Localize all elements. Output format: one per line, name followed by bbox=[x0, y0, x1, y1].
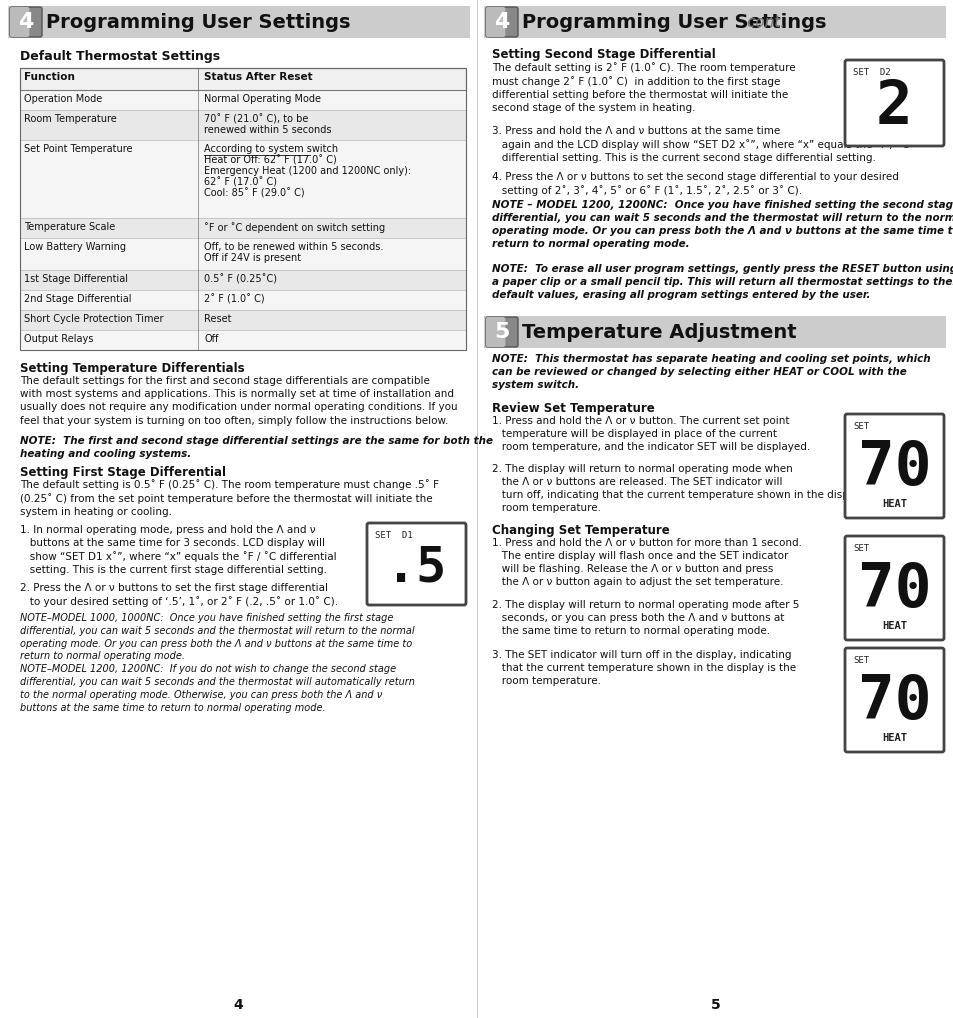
FancyBboxPatch shape bbox=[485, 7, 517, 37]
FancyBboxPatch shape bbox=[485, 317, 517, 347]
FancyBboxPatch shape bbox=[10, 7, 30, 37]
Text: Programming User Settings: Programming User Settings bbox=[521, 12, 825, 32]
Text: Setting Temperature Differentials: Setting Temperature Differentials bbox=[20, 362, 244, 375]
Text: 2. The display will return to normal operating mode after 5
   seconds, or you c: 2. The display will return to normal ope… bbox=[492, 600, 799, 636]
Text: 3. Press and hold the Λ and ν buttons at the same time
   again and the LCD disp: 3. Press and hold the Λ and ν buttons at… bbox=[492, 126, 908, 163]
Text: 3. The SET indicator will turn off in the display, indicating
   that the curren: 3. The SET indicator will turn off in th… bbox=[492, 651, 796, 686]
Text: The default settings for the first and second stage differentials are compatible: The default settings for the first and s… bbox=[20, 376, 457, 426]
Text: 1. Press and hold the Λ or ν button for more than 1 second.
   The entire displa: 1. Press and hold the Λ or ν button for … bbox=[492, 538, 801, 587]
Text: The default setting is 2˚ F (1.0˚ C). The room temperature
must change 2˚ F (1.0: The default setting is 2˚ F (1.0˚ C). Th… bbox=[492, 62, 795, 113]
Bar bbox=[20, 68, 465, 90]
Text: Short Cycle Protection Timer: Short Cycle Protection Timer bbox=[24, 314, 163, 324]
Text: Off: Off bbox=[204, 334, 218, 344]
Text: Off if 24V is present: Off if 24V is present bbox=[204, 253, 301, 263]
Text: ˚F or ˚C dependent on switch setting: ˚F or ˚C dependent on switch setting bbox=[204, 222, 385, 233]
Text: Setting First Stage Differential: Setting First Stage Differential bbox=[20, 466, 226, 479]
Text: 70: 70 bbox=[857, 673, 930, 732]
Bar bbox=[20, 218, 465, 238]
FancyBboxPatch shape bbox=[485, 7, 505, 37]
Bar bbox=[20, 140, 465, 218]
Text: cont.: cont. bbox=[741, 14, 784, 30]
Bar bbox=[20, 270, 465, 290]
Text: SET  D1: SET D1 bbox=[375, 531, 413, 540]
Text: 4: 4 bbox=[18, 12, 33, 32]
Text: Changing Set Temperature: Changing Set Temperature bbox=[492, 524, 669, 538]
Text: Setting Second Stage Differential: Setting Second Stage Differential bbox=[492, 48, 715, 61]
Text: NOTE:  The first and second stage differential settings are the same for both th: NOTE: The first and second stage differe… bbox=[20, 436, 493, 459]
Text: 1. In normal operating mode, press and hold the Λ and ν
   buttons at the same t: 1. In normal operating mode, press and h… bbox=[20, 525, 336, 574]
Text: Temperature Scale: Temperature Scale bbox=[24, 222, 115, 232]
Bar bbox=[20, 238, 465, 270]
Text: NOTE:  This thermostat has separate heating and cooling set points, which
can be: NOTE: This thermostat has separate heati… bbox=[492, 354, 929, 390]
Text: .5: .5 bbox=[386, 544, 446, 591]
Text: 70: 70 bbox=[857, 439, 930, 498]
Text: Heat or Off: 62˚ F (17.0˚ C): Heat or Off: 62˚ F (17.0˚ C) bbox=[204, 155, 336, 165]
FancyBboxPatch shape bbox=[485, 317, 505, 347]
Text: Operation Mode: Operation Mode bbox=[24, 94, 102, 104]
Text: 5: 5 bbox=[494, 322, 509, 342]
FancyBboxPatch shape bbox=[10, 7, 42, 37]
Text: Cool: 85˚ F (29.0˚ C): Cool: 85˚ F (29.0˚ C) bbox=[204, 188, 305, 199]
Text: Room Temperature: Room Temperature bbox=[24, 114, 116, 124]
Text: Function: Function bbox=[24, 72, 74, 82]
FancyBboxPatch shape bbox=[367, 523, 465, 605]
FancyBboxPatch shape bbox=[844, 648, 943, 752]
Text: 2. The display will return to normal operating mode when
   the Λ or ν buttons a: 2. The display will return to normal ope… bbox=[492, 464, 896, 513]
Text: 1st Stage Differential: 1st Stage Differential bbox=[24, 274, 128, 284]
Text: SET: SET bbox=[852, 656, 868, 665]
Text: Low Battery Warning: Low Battery Warning bbox=[24, 242, 126, 252]
Bar bbox=[483, 6, 945, 38]
FancyBboxPatch shape bbox=[844, 60, 943, 146]
Text: Set Point Temperature: Set Point Temperature bbox=[24, 144, 132, 154]
Text: SET  D2: SET D2 bbox=[852, 68, 890, 77]
Text: 4: 4 bbox=[494, 12, 509, 32]
Text: Default Thermostat Settings: Default Thermostat Settings bbox=[20, 50, 220, 63]
Text: HEAT: HEAT bbox=[882, 733, 906, 743]
Text: 1. Press and hold the Λ or ν button. The current set point
   temperature will b: 1. Press and hold the Λ or ν button. The… bbox=[492, 416, 809, 452]
Text: The default setting is 0.5˚ F (0.25˚ C). The room temperature must change .5˚ F
: The default setting is 0.5˚ F (0.25˚ C).… bbox=[20, 479, 438, 517]
Text: SET: SET bbox=[852, 544, 868, 553]
Text: HEAT: HEAT bbox=[882, 499, 906, 509]
Text: Programming User Settings: Programming User Settings bbox=[46, 12, 350, 32]
FancyBboxPatch shape bbox=[844, 536, 943, 640]
Bar bbox=[20, 310, 465, 330]
Text: NOTE:  To erase all user program settings, gently press the RESET button using
a: NOTE: To erase all user program settings… bbox=[492, 264, 953, 300]
Text: 0.5˚ F (0.25˚C): 0.5˚ F (0.25˚C) bbox=[204, 274, 277, 284]
Text: 2. Press the Λ or ν buttons to set the first stage differential
   to your desir: 2. Press the Λ or ν buttons to set the f… bbox=[20, 583, 337, 607]
Text: HEAT: HEAT bbox=[882, 621, 906, 631]
Text: Off, to be renewed within 5 seconds.: Off, to be renewed within 5 seconds. bbox=[204, 242, 383, 252]
Text: NOTE–MODEL 1000, 1000NC:  Once you have finished setting the first stage
differe: NOTE–MODEL 1000, 1000NC: Once you have f… bbox=[20, 613, 415, 713]
Bar bbox=[8, 6, 470, 38]
Text: renewed within 5 seconds: renewed within 5 seconds bbox=[204, 125, 332, 135]
Text: Output Relays: Output Relays bbox=[24, 334, 93, 344]
Text: Review Set Temperature: Review Set Temperature bbox=[492, 402, 654, 415]
Text: Reset: Reset bbox=[204, 314, 232, 324]
Text: SET: SET bbox=[852, 422, 868, 431]
Bar bbox=[20, 110, 465, 140]
Text: 2nd Stage Differential: 2nd Stage Differential bbox=[24, 294, 132, 304]
Text: 70: 70 bbox=[857, 561, 930, 620]
Text: 2˚ F (1.0˚ C): 2˚ F (1.0˚ C) bbox=[204, 294, 265, 304]
Text: 5: 5 bbox=[710, 998, 720, 1012]
Bar bbox=[20, 290, 465, 310]
Bar bbox=[483, 316, 945, 348]
FancyBboxPatch shape bbox=[844, 414, 943, 518]
Text: According to system switch: According to system switch bbox=[204, 144, 338, 154]
Text: 70˚ F (21.0˚ C), to be: 70˚ F (21.0˚ C), to be bbox=[204, 114, 309, 124]
Text: 62˚ F (17.0˚ C): 62˚ F (17.0˚ C) bbox=[204, 177, 277, 187]
Bar bbox=[20, 90, 465, 110]
Text: Emergency Heat (1200 and 1200NC only):: Emergency Heat (1200 and 1200NC only): bbox=[204, 166, 411, 176]
Text: Normal Operating Mode: Normal Operating Mode bbox=[204, 94, 321, 104]
Text: Status After Reset: Status After Reset bbox=[204, 72, 313, 82]
Text: 4: 4 bbox=[233, 998, 243, 1012]
Text: NOTE – MODEL 1200, 1200NC:  Once you have finished setting the second stage
diff: NOTE – MODEL 1200, 1200NC: Once you have… bbox=[492, 200, 953, 249]
Bar bbox=[20, 68, 465, 350]
Text: Temperature Adjustment: Temperature Adjustment bbox=[521, 323, 796, 341]
Text: 4. Press the Λ or ν buttons to set the second stage differential to your desired: 4. Press the Λ or ν buttons to set the s… bbox=[492, 172, 898, 196]
Bar bbox=[20, 330, 465, 350]
Text: 2: 2 bbox=[875, 77, 912, 136]
